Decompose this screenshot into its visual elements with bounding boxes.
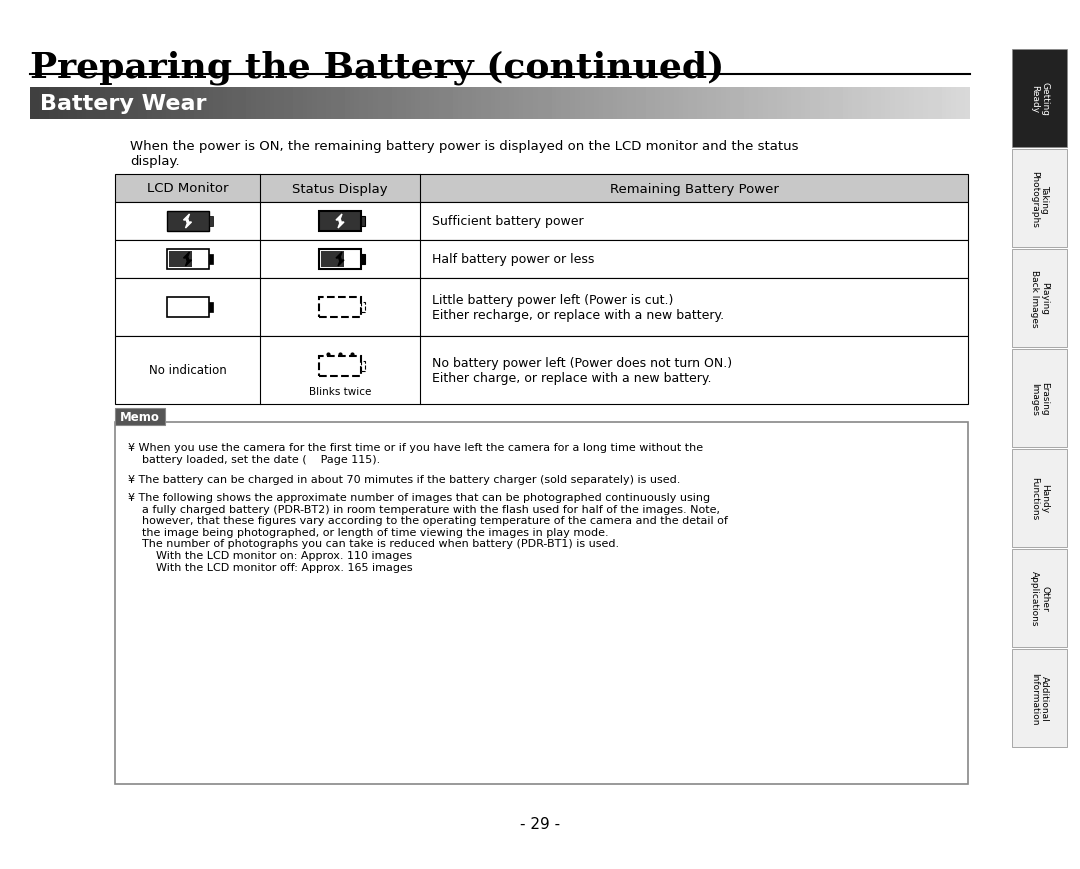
Bar [114,422,968,784]
Text: Memo: Memo [120,411,160,424]
Polygon shape [184,215,191,229]
Bar [1012,349,1067,448]
Text: ¥ The battery can be charged in about 70 mimutes if the battery charger (sold se: ¥ The battery can be charged in about 70… [129,474,680,484]
Polygon shape [336,253,345,267]
Bar [208,216,213,227]
Bar [319,298,361,318]
Bar [319,356,361,376]
Text: Taking
Photographs: Taking Photographs [1030,170,1049,227]
Text: Battery Wear: Battery Wear [40,94,206,114]
Bar [114,336,968,405]
Bar [361,216,365,227]
Text: Blinks twice: Blinks twice [309,387,372,396]
Text: No battery power left (Power does not turn ON.)
Either charge, or replace with a: No battery power left (Power does not tu… [432,356,732,385]
Bar [168,252,191,268]
Bar [166,249,208,269]
Bar [1012,50,1067,148]
Bar [361,362,365,372]
Text: ¥ The following shows the approximate number of images that can be photographed : ¥ The following shows the approximate nu… [129,493,728,572]
Polygon shape [184,253,191,267]
Text: Half battery power or less: Half battery power or less [432,253,594,266]
Text: LCD Monitor: LCD Monitor [147,182,228,196]
Bar [319,212,361,232]
Bar [114,202,968,241]
Bar [1012,649,1067,747]
Bar [1012,149,1067,248]
Polygon shape [336,215,345,229]
Bar [1012,249,1067,348]
Text: Getting
Ready: Getting Ready [1030,82,1049,116]
Bar [114,241,968,279]
Text: ¥ When you use the camera for the first time or if you have left the camera for : ¥ When you use the camera for the first … [129,442,703,464]
Bar [319,249,361,269]
Text: Preparing the Battery (continued): Preparing the Battery (continued) [30,50,725,84]
Text: Handy
Functions: Handy Functions [1030,477,1049,520]
Bar [361,255,365,265]
Bar [361,302,365,313]
Bar [114,279,968,336]
Bar [166,212,208,232]
Text: No indication: No indication [149,364,227,377]
Text: Status Display: Status Display [293,182,388,196]
Bar [208,255,213,265]
Text: Erasing
Images: Erasing Images [1030,381,1049,415]
Text: - 29 -: - 29 - [519,817,561,832]
Bar [166,298,208,318]
Bar [208,302,213,313]
Bar [114,175,968,202]
Text: Little battery power left (Power is cut.)
Either recharge, or replace with a new: Little battery power left (Power is cut.… [432,294,724,322]
Bar [1012,449,1067,547]
Text: Other
Applications: Other Applications [1030,571,1049,626]
Text: Additional
Information: Additional Information [1030,672,1049,725]
Text: Playing
Back Images: Playing Back Images [1030,270,1049,328]
Text: When the power is ON, the remaining battery power is displayed on the LCD monito: When the power is ON, the remaining batt… [130,140,798,168]
Bar [1012,549,1067,647]
Bar [321,252,345,268]
Text: Remaining Battery Power: Remaining Battery Power [609,182,779,196]
Text: Sufficient battery power: Sufficient battery power [432,216,583,229]
Bar [114,408,165,426]
